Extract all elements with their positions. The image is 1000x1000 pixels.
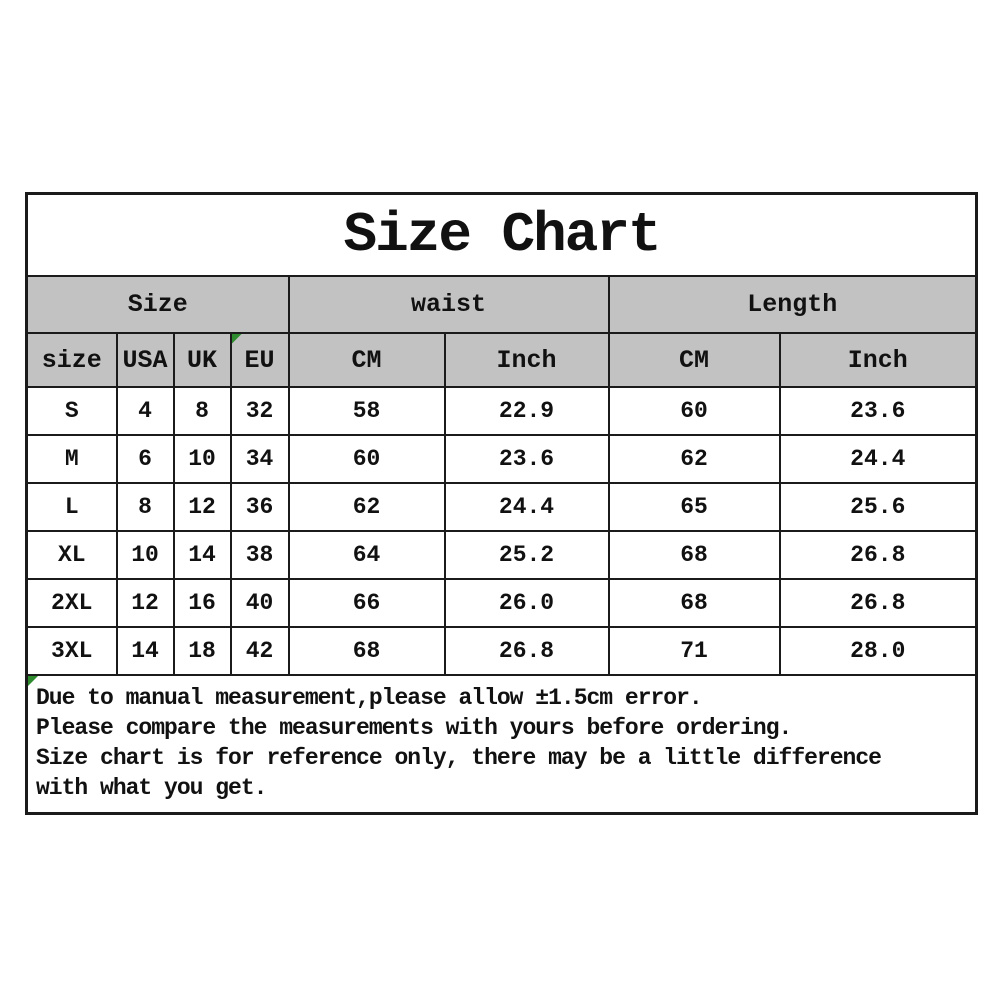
- group-header-size: Size: [25, 275, 290, 334]
- page-title: Size Chart: [25, 192, 978, 277]
- table-cell: 26.8: [443, 626, 610, 676]
- table-cell: 34: [229, 434, 290, 484]
- col-header-length-cm: CM: [607, 332, 781, 388]
- group-header-waist: waist: [287, 275, 610, 334]
- table-cell: L: [25, 482, 118, 532]
- table-cell: 10: [115, 530, 175, 580]
- col-header-usa: USA: [115, 332, 175, 388]
- table-cell: 8: [172, 386, 232, 436]
- table-cell: 14: [172, 530, 232, 580]
- table-cell: 23.6: [778, 386, 978, 436]
- table-cell: 58: [287, 386, 446, 436]
- table-cell: 68: [607, 530, 781, 580]
- table-cell: 8: [115, 482, 175, 532]
- table-cell: 66: [287, 578, 446, 628]
- table-cell: 3XL: [25, 626, 118, 676]
- col-header-length-inch: Inch: [778, 332, 978, 388]
- col-header-uk: UK: [172, 332, 232, 388]
- table-cell: 40: [229, 578, 290, 628]
- table-cell: 12: [172, 482, 232, 532]
- table-cell: 4: [115, 386, 175, 436]
- table-cell: 10: [172, 434, 232, 484]
- table-cell: 14: [115, 626, 175, 676]
- table-cell: 26.8: [778, 530, 978, 580]
- table-cell: 32: [229, 386, 290, 436]
- footer-note-line: Size chart is for reference only, there …: [36, 745, 882, 771]
- table-cell: 22.9: [443, 386, 610, 436]
- footer-note-line: with what you get.: [36, 775, 267, 801]
- table-cell: 16: [172, 578, 232, 628]
- table-cell: 25.2: [443, 530, 610, 580]
- table-cell: 38: [229, 530, 290, 580]
- table-cell: 64: [287, 530, 446, 580]
- table-row-m: M 6 10 34 60 23.6 62 24.4: [25, 434, 978, 484]
- title-row: Size Chart: [25, 192, 978, 277]
- table-cell: M: [25, 434, 118, 484]
- table-cell: 62: [607, 434, 781, 484]
- table-cell: 23.6: [443, 434, 610, 484]
- table-cell: 65: [607, 482, 781, 532]
- col-header-eu: EU: [229, 332, 290, 388]
- table-cell: 62: [287, 482, 446, 532]
- table-cell: XL: [25, 530, 118, 580]
- table-row-2xl: 2XL 12 16 40 66 26.0 68 26.8: [25, 578, 978, 628]
- col-header-size: size: [25, 332, 118, 388]
- table-cell: 25.6: [778, 482, 978, 532]
- table-cell: 26.0: [443, 578, 610, 628]
- column-header-row: size USA UK EU CM Inch CM Inch: [25, 332, 978, 388]
- table-row-s: S 4 8 32 58 22.9 60 23.6: [25, 386, 978, 436]
- table-cell: 12: [115, 578, 175, 628]
- footer-note-line: Please compare the measurements with you…: [36, 715, 792, 741]
- table-cell: 26.8: [778, 578, 978, 628]
- table-cell: 68: [607, 578, 781, 628]
- table-row-3xl: 3XL 14 18 42 68 26.8 71 28.0: [25, 626, 978, 676]
- table-cell: 42: [229, 626, 290, 676]
- size-chart-table: Size Chart Size waist Length size USA UK…: [25, 192, 979, 815]
- group-header-length: Length: [607, 275, 978, 334]
- footer-note-row: Due to manual measurement,please allow ±…: [25, 674, 978, 815]
- table-cell: 71: [607, 626, 781, 676]
- table-cell: 18: [172, 626, 232, 676]
- footer-note-line: Due to manual measurement,please allow ±…: [36, 685, 703, 711]
- table-cell: 28.0: [778, 626, 978, 676]
- table-row-l: L 8 12 36 62 24.4 65 25.6: [25, 482, 978, 532]
- table-cell: 6: [115, 434, 175, 484]
- table-row-xl: XL 10 14 38 64 25.2 68 26.8: [25, 530, 978, 580]
- table-cell: 60: [287, 434, 446, 484]
- footer-note-cell: Due to manual measurement,please allow ±…: [25, 674, 978, 815]
- table-cell: S: [25, 386, 118, 436]
- col-header-eu-label: EU: [244, 345, 275, 375]
- col-header-waist-cm: CM: [287, 332, 446, 388]
- table-cell: 2XL: [25, 578, 118, 628]
- col-header-waist-inch: Inch: [443, 332, 610, 388]
- table-cell: 24.4: [443, 482, 610, 532]
- group-header-row: Size waist Length: [25, 275, 978, 334]
- table-cell: 36: [229, 482, 290, 532]
- table-cell: 60: [607, 386, 781, 436]
- table-cell: 24.4: [778, 434, 978, 484]
- cell-comment-marker-icon: [232, 335, 242, 344]
- table-cell: 68: [287, 626, 446, 676]
